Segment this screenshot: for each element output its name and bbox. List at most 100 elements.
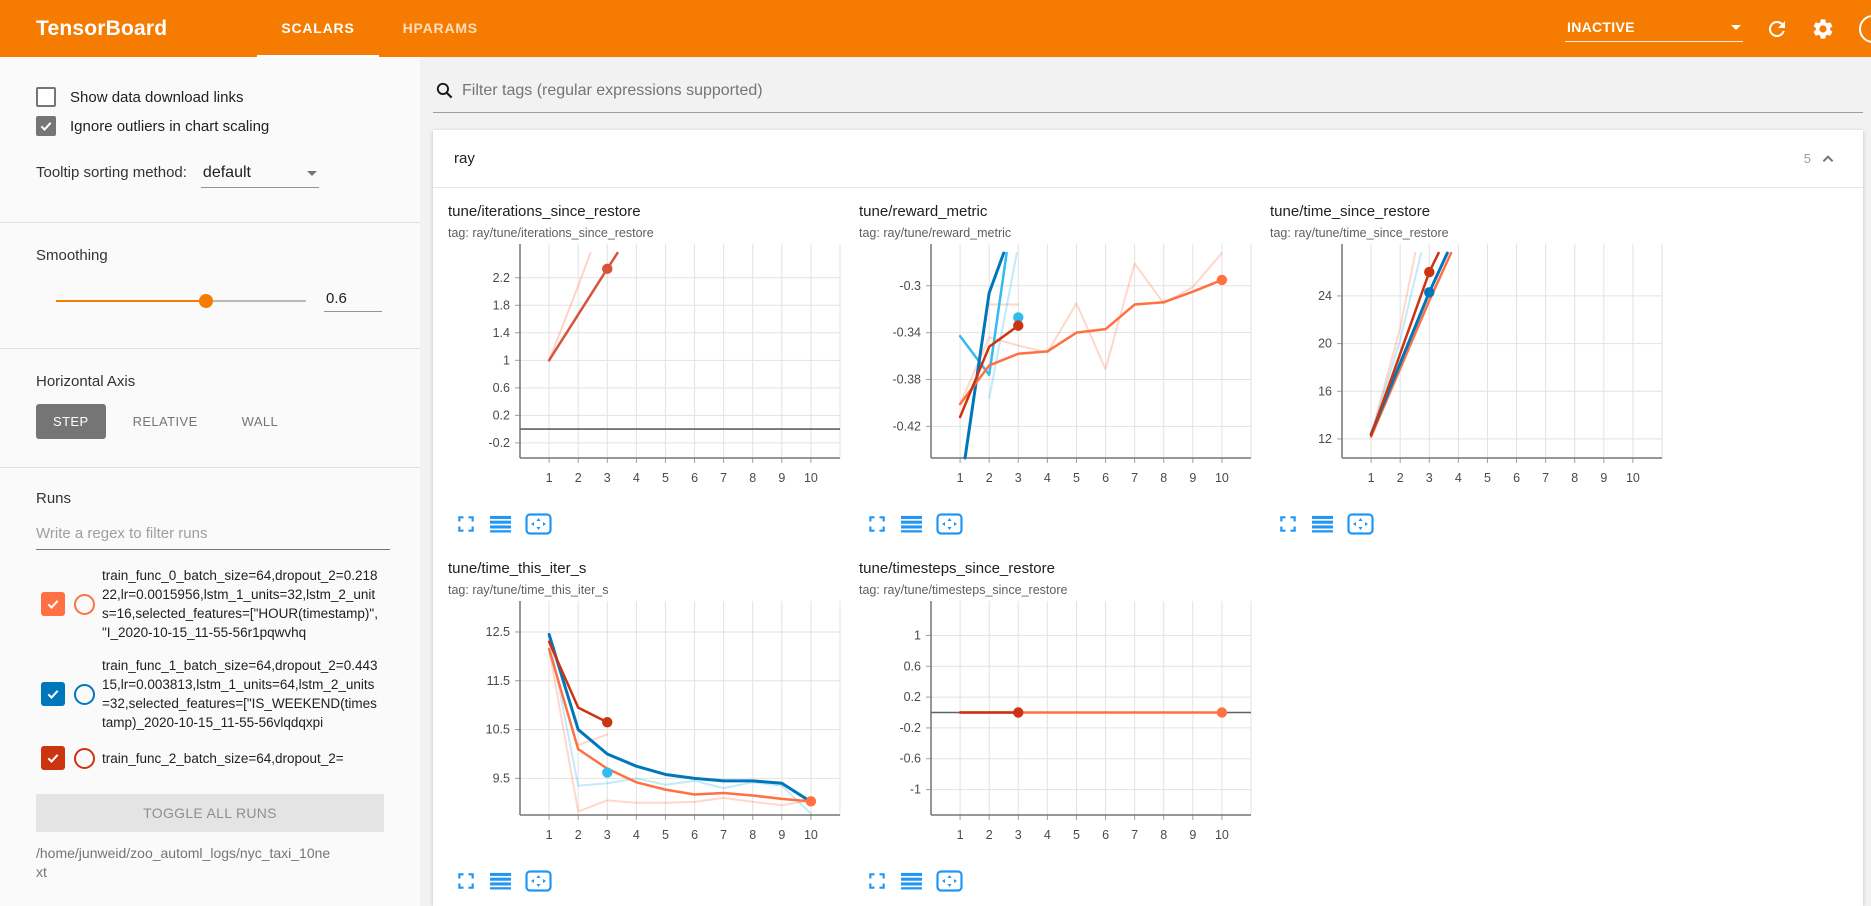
fullscreen-icon[interactable] (1278, 514, 1298, 534)
fullscreen-icon[interactable] (867, 514, 887, 534)
chart-actions (448, 870, 859, 892)
fit-domain-icon[interactable] (1347, 513, 1374, 535)
chart-plot[interactable]: 1 2 3 4 5 6 7 8 9 10 9.5 10.5 11.5 12.5 (448, 600, 848, 868)
runs-list-icon[interactable] (489, 871, 512, 891)
axis-button-relative[interactable]: RELATIVE (132, 414, 198, 429)
toggle-all-runs-button[interactable]: TOGGLE ALL RUNS (36, 794, 384, 832)
run-solo-radio[interactable] (74, 593, 95, 615)
chart-plot[interactable]: 1 2 3 4 5 6 7 8 9 10 1 0.6 0.2 -0.2 -0.6 -1 (859, 600, 1259, 868)
svg-text:11.5: 11.5 (487, 674, 510, 688)
status-dropdown[interactable]: INACTIVE (1565, 15, 1743, 42)
chart-line (963, 251, 1006, 460)
slider-knob[interactable] (199, 294, 213, 308)
runs-list-icon[interactable] (900, 871, 923, 891)
tab-scalars[interactable]: SCALARS (257, 0, 379, 57)
chart-line (1369, 251, 1453, 438)
checkbox-label[interactable]: Show data download links (70, 88, 244, 106)
chart-card: tune/reward_metric tag: ray/tune/reward_m… (859, 202, 1270, 535)
fullscreen-icon[interactable] (867, 871, 887, 891)
svg-text:3: 3 (1426, 471, 1433, 485)
run-item[interactable]: train_func_2_batch_size=64,dropout_2= (36, 746, 390, 770)
axis-button-step[interactable]: STEP (36, 404, 106, 439)
chart-title: tune/time_this_iter_s (448, 560, 587, 577)
main-area: ray 5 tune/iterations_since_restore tag: … (420, 57, 1871, 906)
chart-line (547, 632, 813, 804)
run-item[interactable]: train_func_1_batch_size=64,dropout_2=0.4… (36, 656, 390, 732)
chart-plot[interactable]: 1 2 3 4 5 6 7 8 9 10 -0.42 -0.38 -0.34 -0.3 (859, 243, 1259, 511)
svg-text:1: 1 (503, 353, 510, 367)
chart-actions (1270, 513, 1681, 535)
app-header: TensorBoard SCALARS HPARAMS INACTIVE (0, 0, 1871, 57)
svg-text:5: 5 (1484, 471, 1491, 485)
svg-text:10: 10 (1215, 828, 1229, 842)
divider (0, 222, 420, 223)
svg-text:-0.38: -0.38 (893, 373, 922, 387)
chart-endpoint-marker (602, 767, 613, 778)
smoothing-slider[interactable] (56, 294, 306, 308)
runs-filter-input[interactable] (36, 519, 390, 550)
chart-plot[interactable]: 1 2 3 4 5 6 7 8 9 10 -0.2 0.2 0.6 1 1.4 1.8 2.2 (448, 243, 848, 511)
chart-line (547, 647, 813, 803)
header-actions: INACTIVE (1565, 14, 1871, 43)
settings-gear-icon[interactable] (1811, 17, 1835, 41)
run-solo-radio[interactable] (74, 683, 95, 705)
svg-text:9: 9 (1600, 471, 1607, 485)
svg-text:-0.2: -0.2 (488, 436, 510, 450)
checkbox[interactable] (36, 87, 56, 107)
svg-text:3: 3 (1015, 828, 1022, 842)
svg-text:9: 9 (1189, 828, 1196, 842)
svg-text:-0.3: -0.3 (899, 279, 921, 293)
horizontal-axis-buttons: STEP RELATIVE WALL (36, 404, 382, 439)
svg-text:-0.2: -0.2 (899, 721, 921, 735)
axis-button-wall[interactable]: WALL (241, 414, 279, 429)
chart-card: tune/time_since_restore tag: ray/tune/tim… (1270, 202, 1681, 535)
smoothing-value[interactable]: 0.6 (324, 290, 382, 312)
fit-domain-icon[interactable] (936, 870, 963, 892)
runs-list-icon[interactable] (900, 514, 923, 534)
run-checkbox[interactable] (41, 682, 65, 706)
svg-text:3: 3 (604, 828, 611, 842)
fullscreen-icon[interactable] (456, 514, 476, 534)
tag-group-card: ray 5 tune/iterations_since_restore tag: … (433, 130, 1863, 906)
chevron-up-icon[interactable] (1817, 148, 1839, 170)
chart-line (1370, 252, 1417, 437)
svg-text:5: 5 (1073, 471, 1080, 485)
fit-domain-icon[interactable] (525, 870, 552, 892)
runs-list-icon[interactable] (489, 514, 512, 534)
tooltip-sort-select[interactable]: default (200, 162, 319, 188)
chart-line (958, 324, 1020, 419)
chart-endpoint-marker (1013, 707, 1024, 718)
run-item[interactable]: train_func_0_batch_size=64,dropout_2=0.2… (36, 566, 390, 642)
svg-text:9: 9 (778, 828, 785, 842)
tab-hparams[interactable]: HPARAMS (402, 19, 478, 36)
fit-domain-icon[interactable] (936, 513, 963, 535)
refresh-icon[interactable] (1765, 17, 1789, 41)
tag-filter-input[interactable] (462, 81, 1861, 100)
fullscreen-icon[interactable] (456, 871, 476, 891)
tag-group-header[interactable]: ray 5 (433, 130, 1863, 188)
checkbox-label[interactable]: Ignore outliers in chart scaling (70, 117, 270, 135)
chart-line (959, 252, 1223, 406)
svg-text:4: 4 (633, 471, 640, 485)
chart-endpoint-marker (1424, 287, 1435, 298)
chart-endpoint-marker (1216, 707, 1228, 718)
help-icon[interactable] (1859, 14, 1871, 43)
run-solo-radio[interactable] (74, 747, 95, 769)
tag-group-count: 5 (1803, 151, 1811, 166)
chart-title: tune/iterations_since_restore (448, 203, 641, 220)
run-checkbox[interactable] (41, 746, 65, 770)
svg-text:0.6: 0.6 (493, 381, 510, 395)
option-row: Ignore outliers in chart scaling (36, 116, 382, 136)
svg-text:7: 7 (720, 828, 727, 842)
svg-text:8: 8 (749, 471, 756, 485)
runs-list-icon[interactable] (1311, 514, 1334, 534)
run-checkbox[interactable] (41, 592, 65, 616)
svg-text:0.2: 0.2 (904, 690, 921, 704)
chart-line (1370, 252, 1423, 436)
chart-endpoint-marker (602, 263, 613, 275)
log-path: /home/junweid/zoo_automl_logs/nyc_taxi_1… (36, 845, 331, 880)
fit-domain-icon[interactable] (525, 513, 552, 535)
checkbox[interactable] (36, 116, 56, 136)
horizontal-axis-label: Horizontal Axis (36, 373, 136, 390)
